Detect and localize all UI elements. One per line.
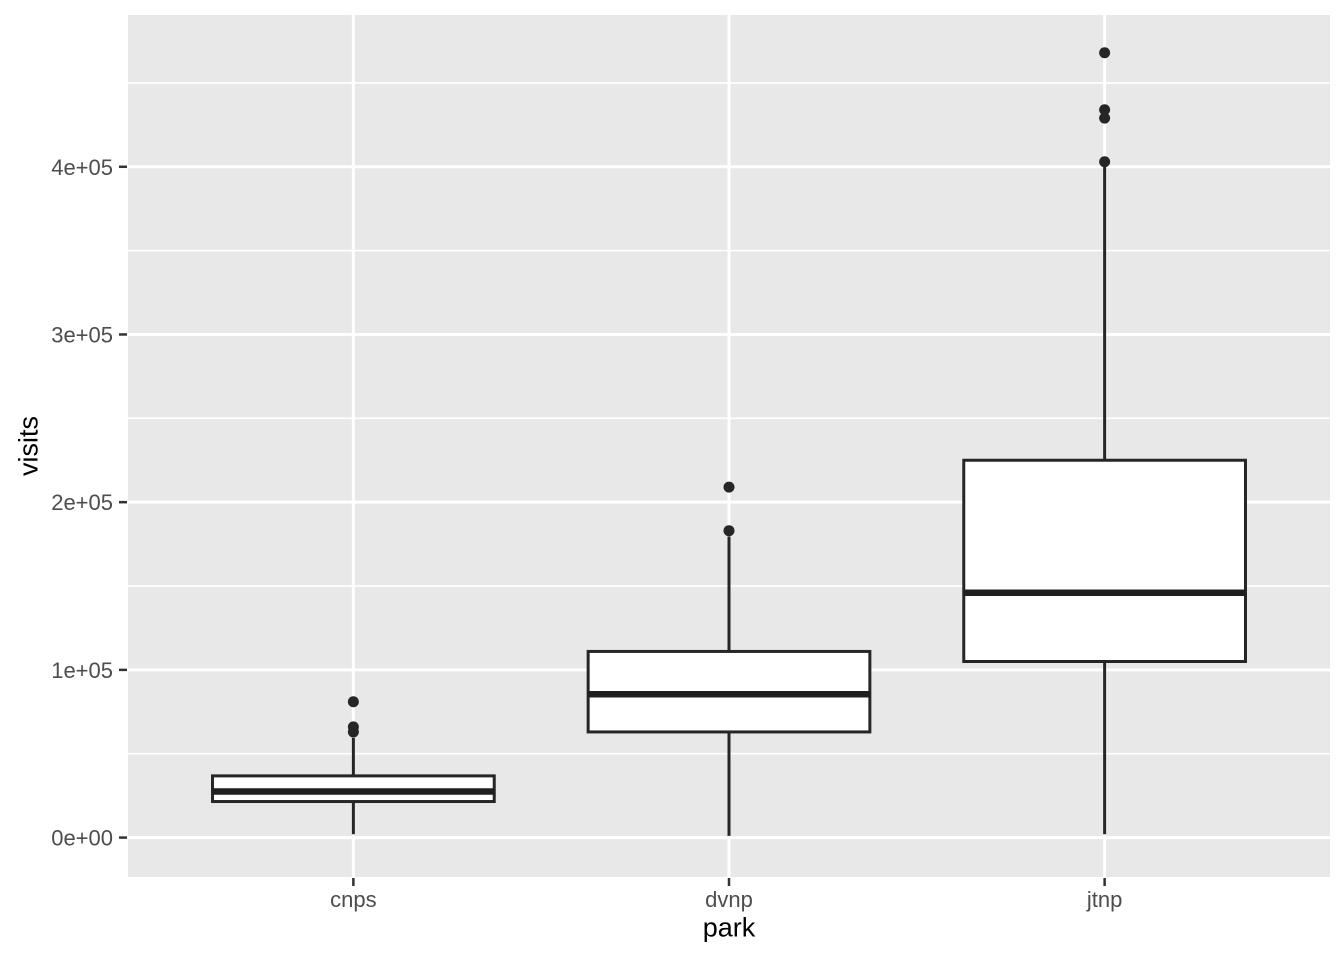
box-iqr (962, 458, 1247, 663)
y-axis-title: visits (13, 416, 44, 476)
x-tick-label: dvnp (705, 887, 753, 912)
outlier-point (1099, 112, 1111, 124)
y-tick-label: 1e+05 (51, 658, 113, 683)
y-tick-label: 4e+05 (51, 155, 113, 180)
outlier-point (723, 481, 735, 493)
outlier-point (1099, 47, 1111, 59)
x-tick-label: cnps (330, 887, 376, 912)
x-axis-title: park (702, 912, 756, 943)
x-tick-label: jtnp (1086, 887, 1122, 912)
outlier-point (1099, 156, 1111, 168)
y-tick-label: 3e+05 (51, 322, 113, 347)
y-tick-label: 2e+05 (51, 490, 113, 515)
outlier-point (347, 721, 359, 733)
outlier-point (347, 696, 359, 708)
outlier-point (1099, 104, 1111, 116)
outlier-point (723, 525, 735, 537)
y-tick-label: 0e+00 (51, 826, 113, 851)
